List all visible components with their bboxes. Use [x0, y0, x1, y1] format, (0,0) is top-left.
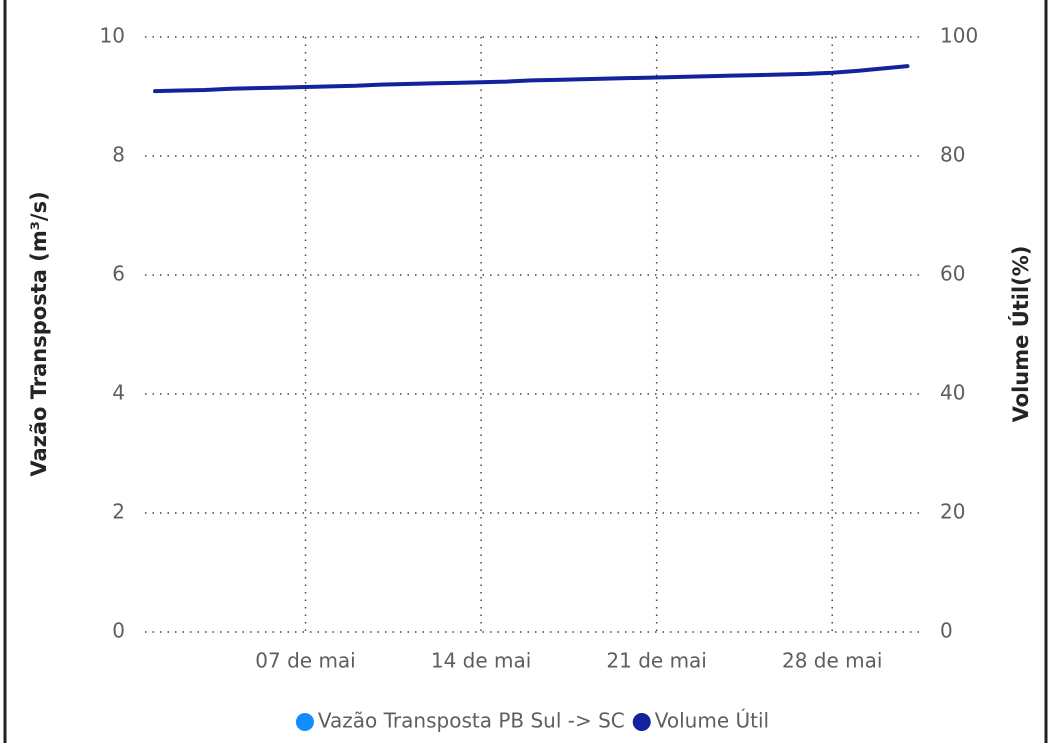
- x-tick-label: 07 de mai: [255, 649, 355, 673]
- y2-tick-label: 60: [940, 262, 965, 286]
- y2-axis-title: Volume Útil(%): [1008, 246, 1033, 423]
- x-tick-label: 21 de mai: [606, 649, 706, 673]
- legend-label: Volume Útil: [655, 709, 769, 733]
- y2-tick-label: 80: [940, 143, 965, 167]
- legend-marker: [632, 713, 651, 731]
- y2-tick-label: 0: [940, 619, 953, 643]
- x-tick-label: 28 de mai: [782, 649, 882, 673]
- y2-tick-label: 100: [940, 24, 978, 48]
- y-tick-label: 2: [112, 500, 125, 524]
- x-tick-label: 14 de mai: [431, 649, 531, 673]
- legend-marker: [295, 713, 314, 731]
- y2-tick-label: 20: [940, 500, 965, 524]
- y2-tick-label: 40: [940, 381, 965, 405]
- series-line: [153, 64, 910, 94]
- y-tick-label: 10: [100, 24, 125, 48]
- y-tick-label: 8: [112, 143, 125, 167]
- y-tick-label: 0: [112, 619, 125, 643]
- legend-label: Vazão Transposta PB Sul -> SC: [318, 709, 625, 733]
- y-tick-label: 6: [112, 262, 125, 286]
- y-axis-title: Vazão Transposta (m³/s): [27, 191, 51, 476]
- y-tick-label: 4: [112, 381, 125, 405]
